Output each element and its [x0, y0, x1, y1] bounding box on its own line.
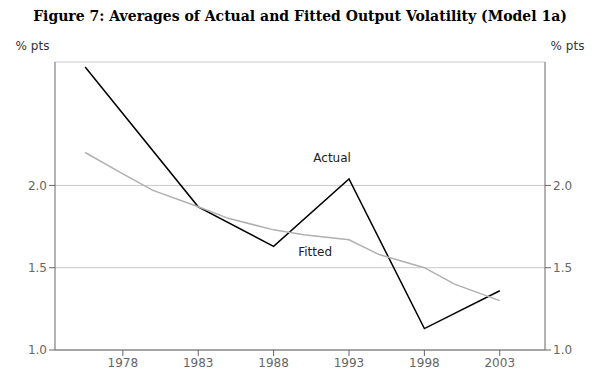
svg-text:1983: 1983	[183, 356, 214, 370]
svg-text:2.0: 2.0	[553, 179, 572, 193]
svg-text:Actual: Actual	[313, 151, 351, 165]
svg-text:1.0: 1.0	[28, 343, 47, 357]
svg-text:1.5: 1.5	[28, 261, 47, 275]
html-text:Figure 7: Averages of Actual a: Figure 7: Averages of Actual and Fitted …	[33, 8, 567, 24]
svg-text:% pts: % pts	[16, 39, 50, 53]
svg-text:% pts: % pts	[551, 39, 585, 53]
svg-text:1988: 1988	[258, 356, 289, 370]
svg-text:Fitted: Fitted	[298, 245, 332, 259]
svg-text:1993: 1993	[334, 356, 365, 370]
svg-text:1998: 1998	[409, 356, 440, 370]
svg-text:1.5: 1.5	[553, 261, 572, 275]
svg-text:2003: 2003	[484, 356, 515, 370]
svg-text:1978: 1978	[108, 356, 139, 370]
svg-text:1.0: 1.0	[553, 343, 572, 357]
svg-text:2.0: 2.0	[28, 179, 47, 193]
